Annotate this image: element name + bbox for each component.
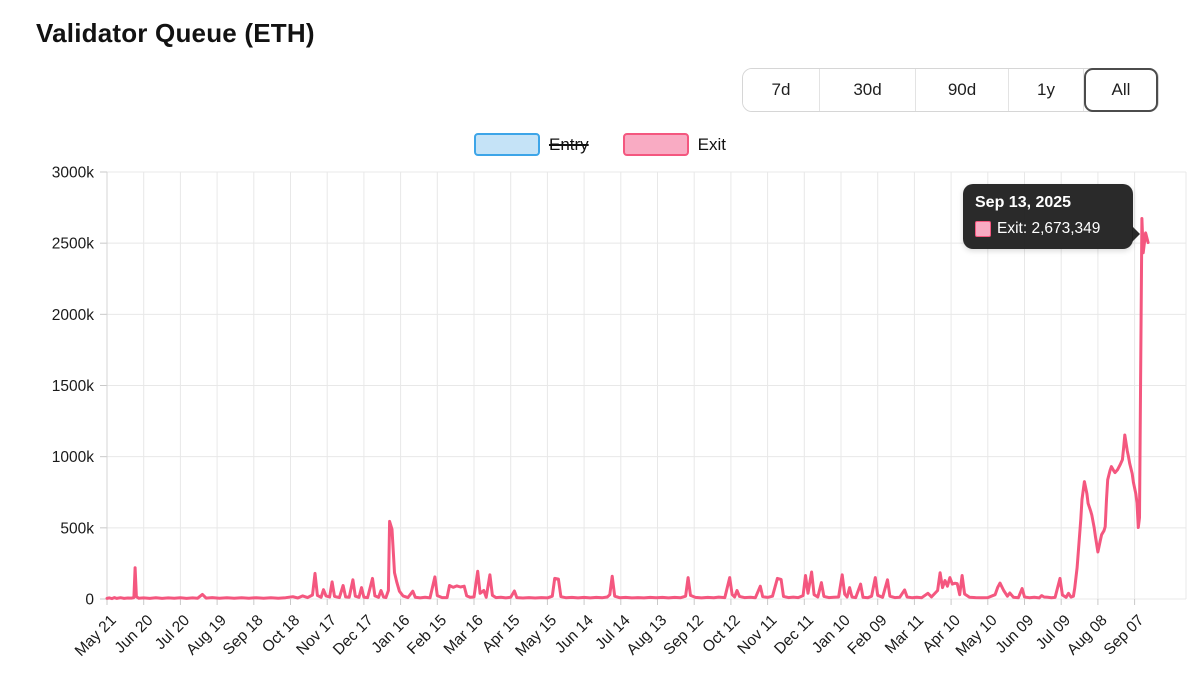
range-button-group: 7d 30d 90d 1y All bbox=[742, 68, 1159, 112]
legend-swatch-entry bbox=[473, 133, 540, 156]
series-line-exit bbox=[105, 217, 1150, 601]
x-tick-label: Dec 17 bbox=[330, 612, 377, 659]
legend-label-entry: Entry bbox=[548, 134, 589, 154]
range-button-90d[interactable]: 90d bbox=[916, 69, 1009, 111]
tooltip-value: Exit: 2,673,349 bbox=[997, 220, 1101, 237]
tooltip-date: Sep 13, 2025 bbox=[975, 194, 1072, 211]
legend-swatch-exit bbox=[622, 133, 689, 156]
y-tick-label: 2000k bbox=[52, 307, 94, 324]
x-tick-label: Mar 11 bbox=[882, 612, 927, 657]
grid-lines bbox=[106, 171, 1187, 600]
y-tick-label: 3000k bbox=[52, 165, 94, 182]
page-title: Validator Queue (ETH) bbox=[36, 18, 315, 48]
x-tick-label: Jun 14 bbox=[552, 612, 597, 657]
legend-label-exit: Exit bbox=[697, 134, 727, 154]
tooltip-row: Exit: 2,673,349 bbox=[975, 220, 1121, 239]
y-tick-label: 1500k bbox=[52, 378, 94, 395]
x-tick-label: Feb 09 bbox=[844, 612, 890, 658]
x-tick-label: Sep 07 bbox=[1101, 612, 1148, 659]
x-tick-label: Jun 09 bbox=[992, 612, 1037, 657]
x-tick-label: May 10 bbox=[953, 612, 1001, 660]
x-tick-label: Dec 11 bbox=[771, 612, 817, 658]
y-tick-label: 1000k bbox=[52, 449, 94, 466]
x-tick-label: May 15 bbox=[512, 612, 560, 660]
x-tick-label: Aug 13 bbox=[624, 612, 671, 659]
y-tick-label: 2500k bbox=[52, 236, 94, 253]
x-tick-label: Aug 08 bbox=[1064, 612, 1111, 659]
x-tick-label: Jun 20 bbox=[112, 612, 157, 657]
legend-item-entry[interactable]: Entry bbox=[473, 133, 589, 156]
chart-legend: Entry Exit bbox=[0, 133, 1200, 156]
legend-item-exit[interactable]: Exit bbox=[622, 133, 727, 156]
x-tick-label: Sep 12 bbox=[660, 612, 707, 659]
range-button-1y[interactable]: 1y bbox=[1009, 69, 1084, 111]
x-tick-label: Nov 17 bbox=[293, 612, 340, 659]
range-button-all[interactable]: All bbox=[1084, 68, 1158, 112]
y-tick-label: 500k bbox=[60, 520, 94, 537]
y-tick-label: 0 bbox=[85, 592, 94, 609]
series-lines bbox=[105, 217, 1150, 601]
x-tick-label: Feb 15 bbox=[404, 612, 450, 658]
x-tick-label: Aug 19 bbox=[183, 612, 230, 659]
tooltip-caret-icon bbox=[1132, 226, 1140, 242]
x-tick-label: May 21 bbox=[72, 612, 120, 660]
chart-tooltip: Sep 13, 2025 Exit: 2,673,349 bbox=[963, 184, 1140, 249]
range-button-30d[interactable]: 30d bbox=[820, 69, 916, 111]
x-tick-label: Nov 11 bbox=[734, 612, 780, 658]
tooltip-exit-swatch bbox=[975, 221, 991, 238]
range-button-7d[interactable]: 7d bbox=[743, 69, 820, 111]
x-tick-label: Mar 16 bbox=[441, 612, 487, 658]
x-tick-label: Sep 18 bbox=[220, 612, 267, 659]
